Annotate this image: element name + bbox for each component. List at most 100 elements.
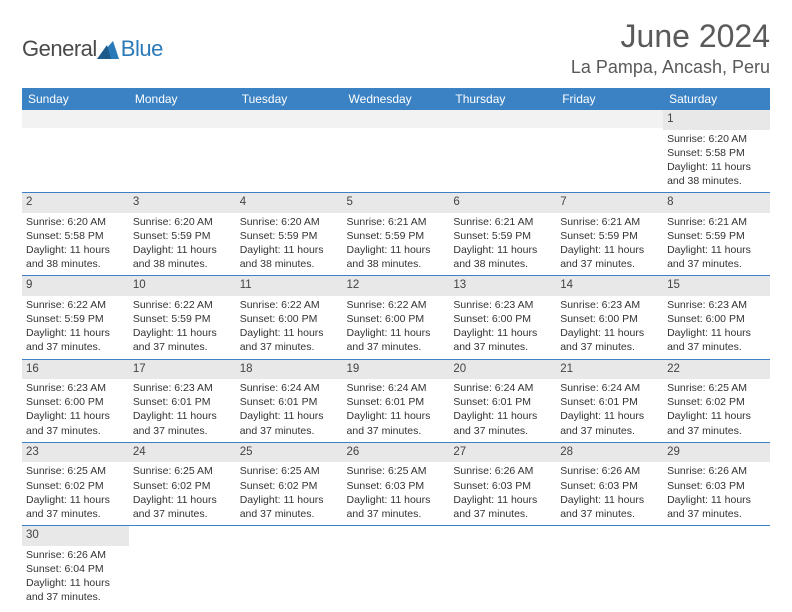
- week-row: 9Sunrise: 6:22 AMSunset: 5:59 PMDaylight…: [22, 276, 770, 359]
- day-cell: [449, 110, 556, 193]
- detail-line: and 37 minutes.: [667, 340, 766, 354]
- day-number: 30: [22, 526, 129, 546]
- detail-line: and 37 minutes.: [133, 507, 232, 521]
- day-cell: 25Sunrise: 6:25 AMSunset: 6:02 PMDayligh…: [236, 442, 343, 525]
- detail-line: Sunset: 6:01 PM: [453, 395, 552, 409]
- day-details: Sunrise: 6:24 AMSunset: 6:01 PMDaylight:…: [560, 381, 659, 438]
- detail-line: and 37 minutes.: [26, 507, 125, 521]
- day-details: Sunrise: 6:25 AMSunset: 6:02 PMDaylight:…: [133, 464, 232, 521]
- detail-line: Sunrise: 6:25 AM: [347, 464, 446, 478]
- day-number: 1: [663, 110, 770, 130]
- day-cell: 13Sunrise: 6:23 AMSunset: 6:00 PMDayligh…: [449, 276, 556, 359]
- day-details: Sunrise: 6:21 AMSunset: 5:59 PMDaylight:…: [347, 215, 446, 272]
- day-number: 2: [22, 193, 129, 213]
- detail-line: and 37 minutes.: [133, 424, 232, 438]
- day-number: 28: [556, 443, 663, 463]
- detail-line: Sunrise: 6:24 AM: [240, 381, 339, 395]
- detail-line: Sunrise: 6:26 AM: [560, 464, 659, 478]
- detail-line: and 37 minutes.: [667, 507, 766, 521]
- detail-line: Daylight: 11 hours: [667, 493, 766, 507]
- detail-line: Sunrise: 6:25 AM: [667, 381, 766, 395]
- detail-line: Sunrise: 6:22 AM: [240, 298, 339, 312]
- day-cell: [663, 526, 770, 609]
- detail-line: and 38 minutes.: [667, 174, 766, 188]
- detail-line: and 37 minutes.: [560, 507, 659, 521]
- detail-line: Sunset: 5:59 PM: [133, 312, 232, 326]
- detail-line: and 37 minutes.: [453, 507, 552, 521]
- page-header: General Blue June 2024 La Pampa, Ancash,…: [22, 18, 770, 78]
- day-cell: 5Sunrise: 6:21 AMSunset: 5:59 PMDaylight…: [343, 193, 450, 276]
- day-details: Sunrise: 6:23 AMSunset: 6:00 PMDaylight:…: [26, 381, 125, 438]
- detail-line: and 37 minutes.: [26, 424, 125, 438]
- detail-line: Sunrise: 6:23 AM: [453, 298, 552, 312]
- day-cell: 29Sunrise: 6:26 AMSunset: 6:03 PMDayligh…: [663, 442, 770, 525]
- day-number: 6: [449, 193, 556, 213]
- week-row: 16Sunrise: 6:23 AMSunset: 6:00 PMDayligh…: [22, 359, 770, 442]
- day-cell: 30Sunrise: 6:26 AMSunset: 6:04 PMDayligh…: [22, 526, 129, 609]
- day-details: Sunrise: 6:25 AMSunset: 6:02 PMDaylight:…: [667, 381, 766, 438]
- day-cell: [343, 110, 450, 193]
- day-number: 7: [556, 193, 663, 213]
- empty-day-bar: [129, 110, 236, 128]
- detail-line: Sunset: 6:01 PM: [133, 395, 232, 409]
- day-number: 13: [449, 276, 556, 296]
- day-cell: 17Sunrise: 6:23 AMSunset: 6:01 PMDayligh…: [129, 359, 236, 442]
- detail-line: Sunrise: 6:24 AM: [347, 381, 446, 395]
- detail-line: Daylight: 11 hours: [133, 409, 232, 423]
- detail-line: Sunrise: 6:20 AM: [240, 215, 339, 229]
- detail-line: Daylight: 11 hours: [560, 243, 659, 257]
- day-number: 23: [22, 443, 129, 463]
- detail-line: Sunrise: 6:22 AM: [347, 298, 446, 312]
- detail-line: Sunset: 5:59 PM: [133, 229, 232, 243]
- detail-line: Sunset: 6:00 PM: [560, 312, 659, 326]
- day-cell: 15Sunrise: 6:23 AMSunset: 6:00 PMDayligh…: [663, 276, 770, 359]
- detail-line: and 38 minutes.: [240, 257, 339, 271]
- sail-icon: [97, 41, 119, 59]
- week-row: 2Sunrise: 6:20 AMSunset: 5:58 PMDaylight…: [22, 193, 770, 276]
- detail-line: Sunrise: 6:22 AM: [26, 298, 125, 312]
- detail-line: Daylight: 11 hours: [26, 409, 125, 423]
- week-row: 1Sunrise: 6:20 AMSunset: 5:58 PMDaylight…: [22, 110, 770, 193]
- detail-line: and 37 minutes.: [347, 424, 446, 438]
- day-details: Sunrise: 6:26 AMSunset: 6:03 PMDaylight:…: [667, 464, 766, 521]
- week-row: 23Sunrise: 6:25 AMSunset: 6:02 PMDayligh…: [22, 442, 770, 525]
- detail-line: Sunset: 6:02 PM: [240, 479, 339, 493]
- detail-line: Sunset: 6:00 PM: [26, 395, 125, 409]
- detail-line: Sunrise: 6:26 AM: [667, 464, 766, 478]
- day-details: Sunrise: 6:23 AMSunset: 6:01 PMDaylight:…: [133, 381, 232, 438]
- detail-line: Sunrise: 6:25 AM: [240, 464, 339, 478]
- month-title: June 2024: [571, 18, 770, 55]
- day-number: 5: [343, 193, 450, 213]
- detail-line: Sunrise: 6:23 AM: [26, 381, 125, 395]
- detail-line: Sunset: 5:59 PM: [453, 229, 552, 243]
- day-number: 15: [663, 276, 770, 296]
- detail-line: Daylight: 11 hours: [347, 243, 446, 257]
- detail-line: Daylight: 11 hours: [347, 326, 446, 340]
- day-details: Sunrise: 6:23 AMSunset: 6:00 PMDaylight:…: [667, 298, 766, 355]
- detail-line: Sunset: 6:02 PM: [133, 479, 232, 493]
- detail-line: Sunrise: 6:20 AM: [667, 132, 766, 146]
- detail-line: Sunrise: 6:22 AM: [133, 298, 232, 312]
- day-number: 17: [129, 360, 236, 380]
- detail-line: Daylight: 11 hours: [453, 243, 552, 257]
- day-number: 16: [22, 360, 129, 380]
- day-cell: [449, 526, 556, 609]
- day-number: 10: [129, 276, 236, 296]
- detail-line: Daylight: 11 hours: [560, 493, 659, 507]
- empty-day-bar: [22, 110, 129, 128]
- detail-line: Sunset: 5:59 PM: [347, 229, 446, 243]
- logo-text-main: General: [22, 36, 97, 62]
- detail-line: Sunset: 6:01 PM: [347, 395, 446, 409]
- day-cell: 10Sunrise: 6:22 AMSunset: 5:59 PMDayligh…: [129, 276, 236, 359]
- detail-line: and 37 minutes.: [26, 590, 125, 604]
- day-cell: 11Sunrise: 6:22 AMSunset: 6:00 PMDayligh…: [236, 276, 343, 359]
- day-details: Sunrise: 6:25 AMSunset: 6:03 PMDaylight:…: [347, 464, 446, 521]
- detail-line: Sunset: 6:02 PM: [26, 479, 125, 493]
- day-number: 12: [343, 276, 450, 296]
- detail-line: Sunrise: 6:24 AM: [560, 381, 659, 395]
- day-number: 29: [663, 443, 770, 463]
- detail-line: Sunset: 6:04 PM: [26, 562, 125, 576]
- calendar-table: Sunday Monday Tuesday Wednesday Thursday…: [22, 88, 770, 608]
- day-number: 22: [663, 360, 770, 380]
- detail-line: Daylight: 11 hours: [240, 326, 339, 340]
